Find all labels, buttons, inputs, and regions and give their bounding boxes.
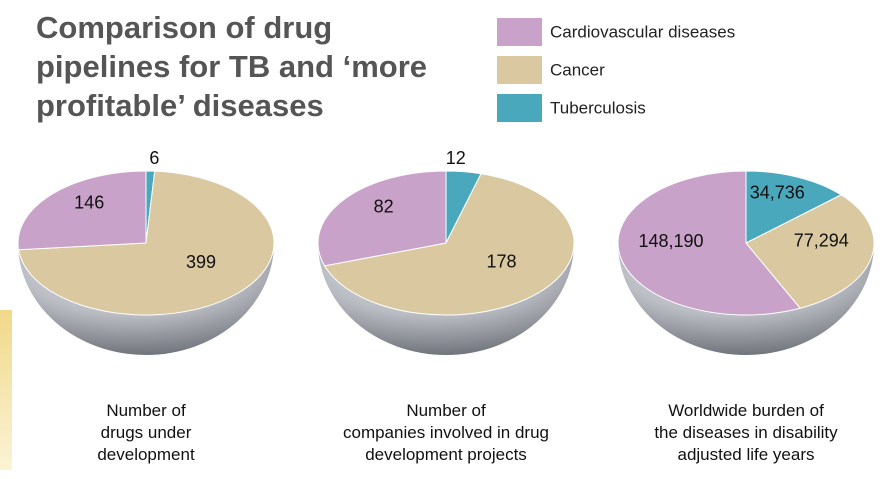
caption-line: Worldwide burden of xyxy=(616,400,876,422)
value-label: 148,190 xyxy=(638,231,703,251)
caption-line: companies involved in drug xyxy=(316,422,576,444)
value-label: 82 xyxy=(374,197,394,217)
caption-line: the diseases in disability xyxy=(616,422,876,444)
value-label: 34,736 xyxy=(750,182,805,202)
caption-line: Number of xyxy=(316,400,576,422)
legend-label: Cardiovascular diseases xyxy=(550,22,735,41)
value-label: 178 xyxy=(487,252,517,272)
value-label: 399 xyxy=(186,252,216,272)
legend-label: Tuberculosis xyxy=(550,98,646,117)
caption-line: adjusted life years xyxy=(616,444,876,466)
value-label: 77,294 xyxy=(794,230,849,250)
legend-label: Cancer xyxy=(550,60,605,79)
caption-line: development xyxy=(16,444,276,466)
value-label: 6 xyxy=(149,148,159,168)
caption-line: Number of xyxy=(16,400,276,422)
infographic: Cardiovascular diseases Cancer Tuberculosi… xyxy=(0,0,883,479)
caption-line: drugs under xyxy=(16,422,276,444)
value-label: 12 xyxy=(446,148,466,168)
value-label: 146 xyxy=(74,193,104,213)
title: Comparison of drug pipelines for TB and … xyxy=(36,8,456,125)
decor-strip xyxy=(0,310,12,470)
legend-swatch xyxy=(497,94,542,122)
caption-line: development projects xyxy=(316,444,576,466)
legend-swatch xyxy=(497,18,542,46)
legend-swatch xyxy=(497,56,542,84)
